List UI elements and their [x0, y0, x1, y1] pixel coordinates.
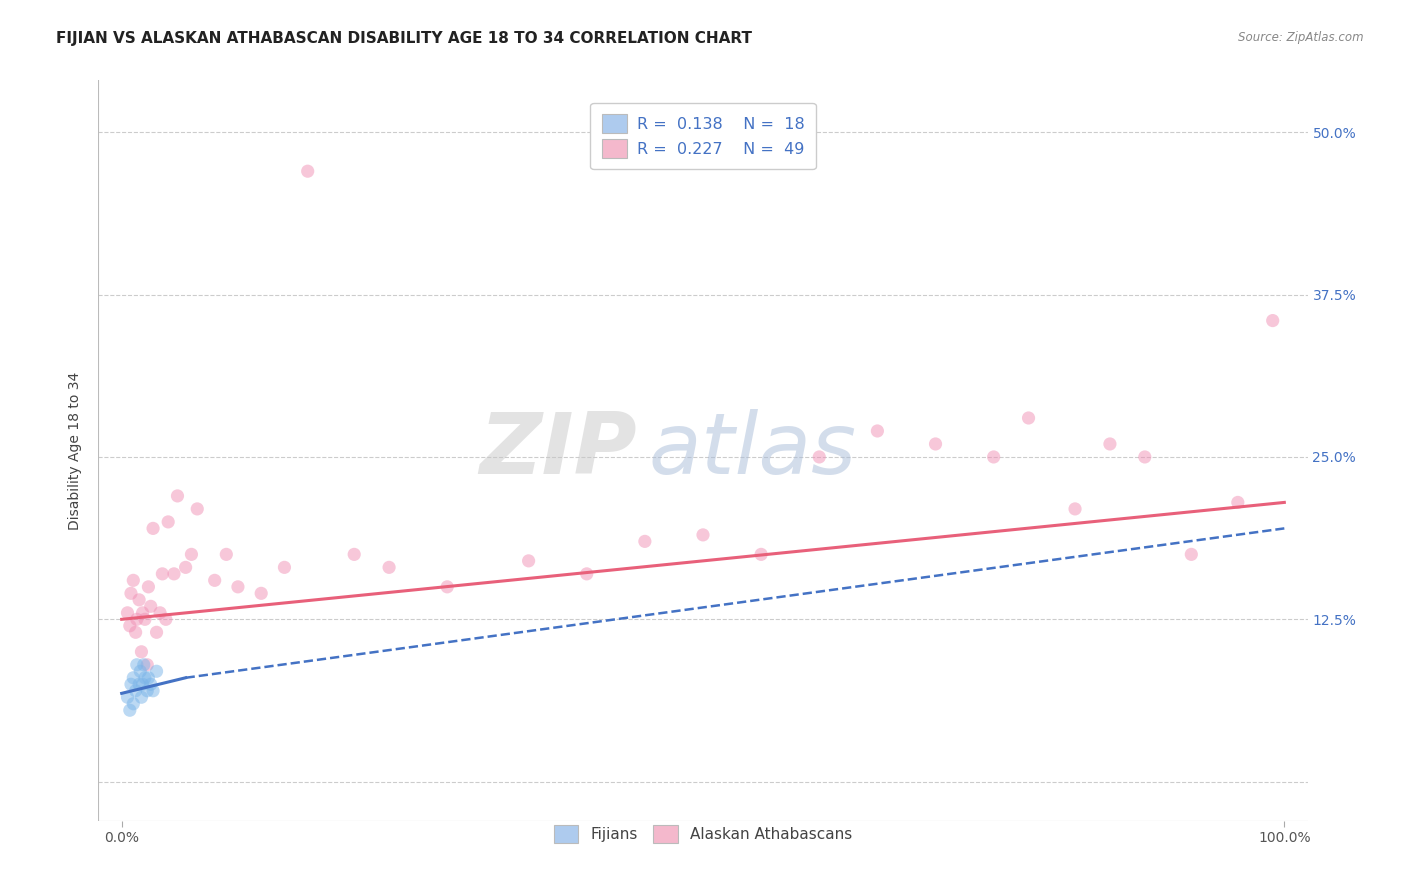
- Point: [131, 690, 153, 705]
- Point: [129, 665, 152, 679]
- Point: [117, 690, 139, 705]
- Point: [924, 437, 946, 451]
- Point: [125, 612, 148, 626]
- Point: [122, 574, 145, 588]
- Point: [866, 424, 889, 438]
- Point: [149, 606, 172, 620]
- Point: [139, 677, 162, 691]
- Point: [136, 657, 159, 672]
- Point: [124, 625, 146, 640]
- Point: [128, 592, 150, 607]
- Point: [131, 677, 153, 691]
- Point: [131, 645, 153, 659]
- Legend: Fijians, Alaskan Athabascans: Fijians, Alaskan Athabascans: [543, 814, 863, 854]
- Point: [180, 547, 202, 561]
- Point: [122, 671, 145, 685]
- Point: [575, 566, 598, 581]
- Point: [155, 612, 177, 626]
- Point: [517, 554, 540, 568]
- Point: [343, 547, 366, 561]
- Point: [215, 547, 238, 561]
- Point: [1226, 495, 1249, 509]
- Point: [138, 580, 160, 594]
- Point: [124, 683, 146, 698]
- Y-axis label: Disability Age 18 to 34: Disability Age 18 to 34: [69, 371, 83, 530]
- Point: [297, 164, 319, 178]
- Point: [131, 606, 153, 620]
- Point: [1098, 437, 1121, 451]
- Point: [145, 625, 167, 640]
- Point: [157, 515, 180, 529]
- Point: [150, 566, 173, 581]
- Point: [1180, 547, 1202, 561]
- Point: [117, 606, 139, 620]
- Point: [125, 657, 148, 672]
- Point: [128, 677, 150, 691]
- Point: [136, 683, 159, 698]
- Point: [122, 697, 145, 711]
- Point: [1133, 450, 1156, 464]
- Point: [120, 677, 142, 691]
- Point: [1261, 313, 1284, 327]
- Point: [692, 528, 714, 542]
- Point: [163, 566, 186, 581]
- Point: [138, 671, 160, 685]
- Point: [118, 703, 141, 717]
- Text: FIJIAN VS ALASKAN ATHABASCAN DISABILITY AGE 18 TO 34 CORRELATION CHART: FIJIAN VS ALASKAN ATHABASCAN DISABILITY …: [56, 31, 752, 46]
- Point: [118, 619, 141, 633]
- Point: [634, 534, 657, 549]
- Text: Source: ZipAtlas.com: Source: ZipAtlas.com: [1239, 31, 1364, 45]
- Point: [139, 599, 162, 614]
- Point: [166, 489, 188, 503]
- Point: [145, 665, 167, 679]
- Point: [142, 521, 165, 535]
- Point: [378, 560, 401, 574]
- Text: atlas: atlas: [648, 409, 856, 492]
- Point: [132, 657, 155, 672]
- Point: [226, 580, 249, 594]
- Point: [808, 450, 831, 464]
- Point: [250, 586, 273, 600]
- Point: [134, 671, 156, 685]
- Point: [120, 586, 142, 600]
- Point: [983, 450, 1005, 464]
- Point: [174, 560, 197, 574]
- Point: [1018, 411, 1040, 425]
- Point: [142, 683, 165, 698]
- Point: [749, 547, 772, 561]
- Point: [273, 560, 295, 574]
- Point: [436, 580, 458, 594]
- Point: [1064, 502, 1087, 516]
- Text: ZIP: ZIP: [479, 409, 637, 492]
- Point: [204, 574, 226, 588]
- Point: [186, 502, 208, 516]
- Point: [134, 612, 156, 626]
